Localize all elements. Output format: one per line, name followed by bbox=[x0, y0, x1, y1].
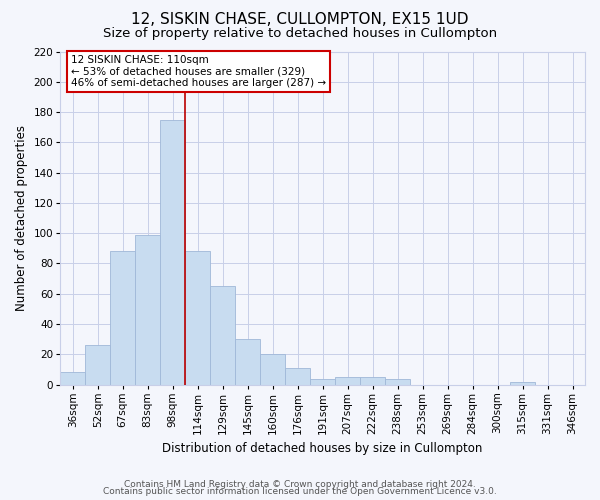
Bar bbox=[185, 252, 210, 384]
Bar bbox=[85, 345, 110, 385]
Bar bbox=[310, 378, 335, 384]
Y-axis label: Number of detached properties: Number of detached properties bbox=[15, 125, 28, 311]
Bar bbox=[510, 382, 535, 384]
Bar bbox=[160, 120, 185, 384]
Bar bbox=[235, 339, 260, 384]
Bar bbox=[260, 354, 285, 384]
Text: Size of property relative to detached houses in Cullompton: Size of property relative to detached ho… bbox=[103, 28, 497, 40]
Text: Contains public sector information licensed under the Open Government Licence v3: Contains public sector information licen… bbox=[103, 487, 497, 496]
Bar bbox=[360, 377, 385, 384]
Bar bbox=[285, 368, 310, 384]
Bar bbox=[110, 252, 135, 384]
Text: 12 SISKIN CHASE: 110sqm
← 53% of detached houses are smaller (329)
46% of semi-d: 12 SISKIN CHASE: 110sqm ← 53% of detache… bbox=[71, 55, 326, 88]
X-axis label: Distribution of detached houses by size in Cullompton: Distribution of detached houses by size … bbox=[163, 442, 483, 455]
Bar bbox=[385, 378, 410, 384]
Text: 12, SISKIN CHASE, CULLOMPTON, EX15 1UD: 12, SISKIN CHASE, CULLOMPTON, EX15 1UD bbox=[131, 12, 469, 28]
Text: Contains HM Land Registry data © Crown copyright and database right 2024.: Contains HM Land Registry data © Crown c… bbox=[124, 480, 476, 489]
Bar bbox=[335, 377, 360, 384]
Bar bbox=[210, 286, 235, 384]
Bar bbox=[135, 234, 160, 384]
Bar bbox=[60, 372, 85, 384]
